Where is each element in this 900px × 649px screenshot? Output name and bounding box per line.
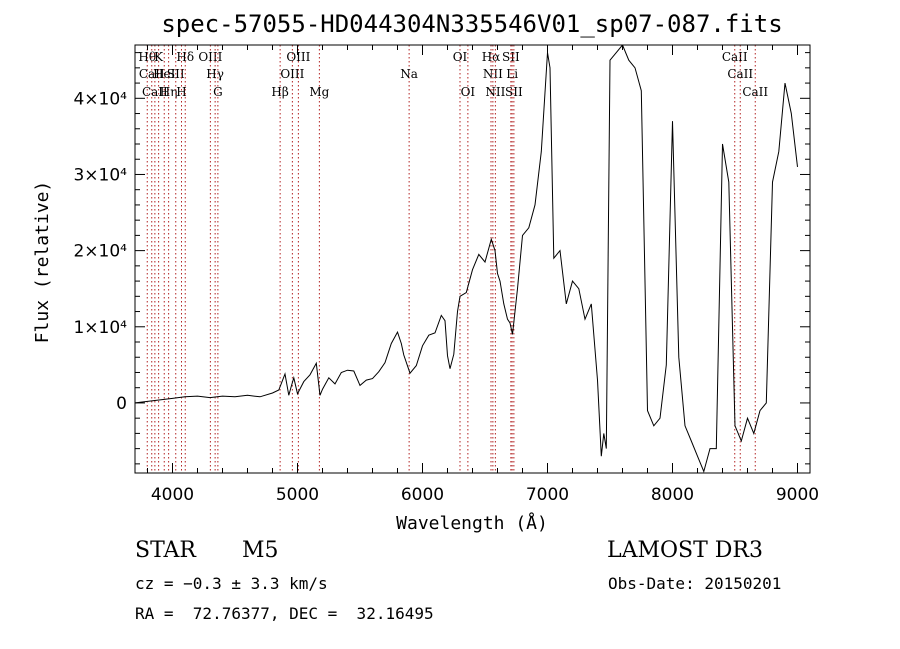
line-label: Hδ (176, 50, 194, 64)
line-label: G (213, 85, 223, 99)
x-axis-label: Wavelength (Å) (396, 512, 548, 534)
line-label: CaII (742, 85, 768, 99)
object-subclass: M5 (242, 538, 279, 563)
line-label: NII (485, 85, 505, 99)
redshift-text: cz = −0.3 ± 3.3 km/s (135, 574, 328, 593)
y-tick-label: 3×10⁴ (73, 165, 127, 185)
survey-name: LAMOST DR3 (607, 538, 763, 563)
line-label: H (176, 85, 186, 99)
y-axis-label: Flux (relative) (32, 181, 53, 344)
line-label: Mg (309, 85, 329, 99)
line-label: Hα (482, 50, 501, 64)
line-label: OI (453, 50, 468, 64)
line-label: OI (461, 85, 476, 99)
y-tick-label: 2×10⁴ (73, 242, 127, 262)
y-tick-label: 1×10⁴ (73, 318, 127, 338)
line-label: SII (167, 67, 185, 81)
x-tick-label: 8000 (651, 485, 694, 505)
y-tick-label: 4×10⁴ (73, 89, 127, 109)
plot-frame (134, 44, 811, 474)
x-tick-label: 5000 (276, 485, 319, 505)
x-tick-label: 9000 (776, 485, 819, 505)
chart-title: spec-57055-HD044304N335546V01_sp07-087.f… (161, 10, 782, 38)
line-label: Hγ (206, 67, 224, 81)
line-label: SII (505, 85, 523, 99)
line-label: SII (502, 50, 520, 64)
line-label: OIII (286, 50, 310, 64)
object-class: STAR (135, 538, 196, 563)
line-label: OIII (280, 67, 304, 81)
x-tick-label: 6000 (401, 485, 444, 505)
line-label: OIII (198, 50, 222, 64)
line-label: CaII (727, 67, 753, 81)
x-tick-label: 4000 (151, 485, 194, 505)
line-label: Na (400, 67, 418, 81)
line-label: NII (483, 67, 503, 81)
coordinates: RA = 72.76377, DEC = 32.16495 (135, 604, 434, 623)
line-label: Hβ (271, 85, 288, 99)
line-label: CaII (722, 50, 748, 64)
x-tick-label: 7000 (526, 485, 569, 505)
obs-date: Obs-Date: 20150201 (608, 574, 782, 593)
line-label: Li (506, 67, 518, 81)
spectrum-series (135, 45, 798, 473)
spectrum-line (135, 45, 798, 473)
spectrum-chart: spec-57055-HD044304N335546V01_sp07-087.f… (32, 10, 819, 534)
line-label: HeI (153, 67, 176, 81)
line-label: CaII (142, 85, 168, 99)
line-label: Hη (160, 85, 178, 99)
y-tick-label: 0 (116, 394, 127, 414)
line-label: K (154, 50, 164, 64)
axes: 4000 5000 6000 7000 8000 9000 0 1×10⁴ 2×10⁴ 3×10⁴… (73, 45, 819, 505)
